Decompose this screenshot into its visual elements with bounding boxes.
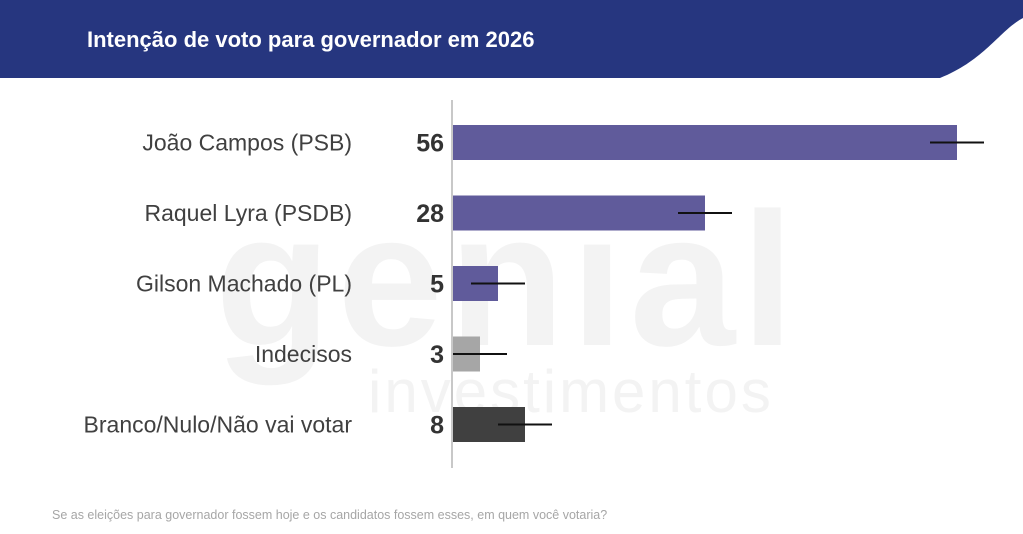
category-label: Gilson Machado (PL): [136, 271, 352, 297]
value-label: 3: [430, 341, 444, 369]
value-label: 8: [430, 412, 444, 440]
bar: [453, 195, 705, 231]
category-label: Indecisos: [255, 341, 352, 367]
category-label: Raquel Lyra (PSDB): [144, 200, 352, 226]
value-label: 28: [416, 200, 444, 228]
category-label: Branco/Nulo/Não vai votar: [84, 412, 353, 438]
value-label: 56: [416, 130, 444, 158]
header-bar: Intenção de voto para governador em 2026: [0, 0, 1023, 78]
value-label: 5: [430, 271, 444, 299]
header-background: [0, 0, 1023, 78]
bars-group: 56 João Campos (PSB) 28 Raquel Lyra (PSDB) 5…: [84, 125, 984, 442]
chart-title: Intenção de voto para governador em 2026: [87, 27, 535, 52]
header-shape: [0, 0, 1023, 78]
survey-question: Se as eleições para governador fossem ho…: [52, 508, 608, 522]
bar: [453, 125, 957, 160]
category-label: João Campos (PSB): [142, 130, 352, 156]
watermark-text-investimentos: investimentos: [368, 358, 774, 425]
